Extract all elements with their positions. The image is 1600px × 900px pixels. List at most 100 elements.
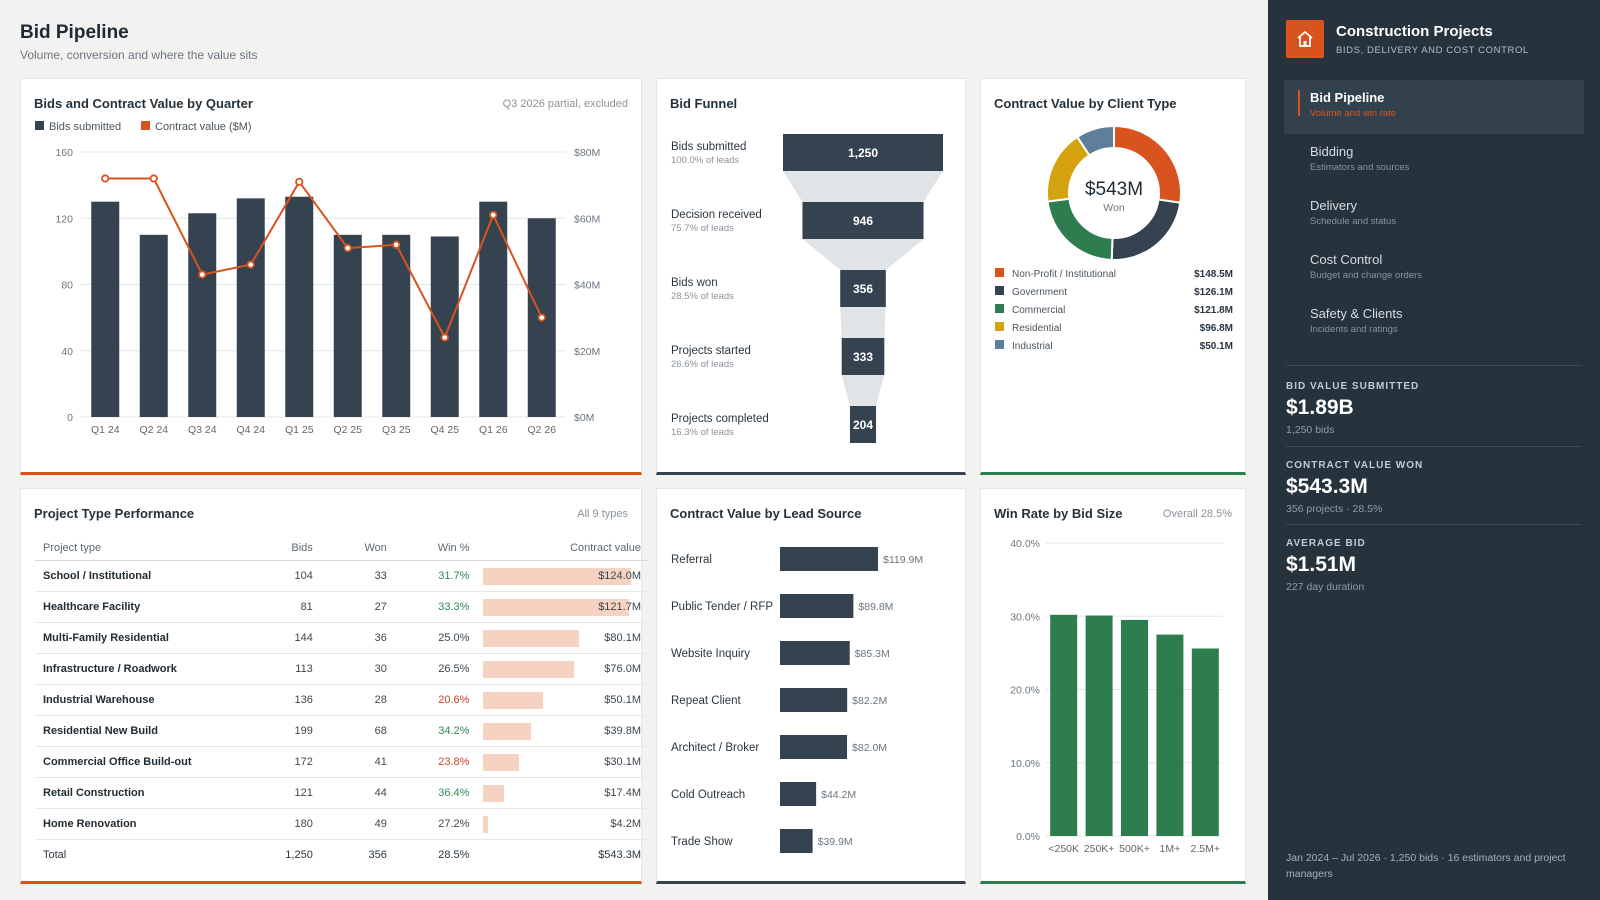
- lead-source-label: Referral: [671, 554, 712, 566]
- funnel-bar: [783, 134, 943, 171]
- table-row[interactable]: Commercial Office Build-out 172 41 23.8% $30…: [35, 746, 649, 778]
- col-contract-value[interactable]: Contract value: [477, 536, 649, 561]
- table-row[interactable]: Retail Construction 121 44 36.4% $17.4M: [35, 777, 649, 809]
- total-bids: 1,250: [246, 838, 321, 870]
- bar-bids: [91, 201, 120, 417]
- funnel-connector: [802, 239, 924, 270]
- y-tick-label: 40: [61, 346, 73, 358]
- table-row[interactable]: Industrial Warehouse 136 28 20.6% $50.1M: [35, 684, 649, 716]
- funnel-stage-label: Projects completed: [671, 413, 769, 425]
- win-rate-bar: [1050, 614, 1078, 836]
- project-type-card: Project Type Performance All 9 types Pro…: [20, 488, 649, 884]
- funnel-stage-label: Bids won: [671, 277, 718, 289]
- contract-value-label: $76.0M: [604, 662, 641, 675]
- kpi-contract-won: CONTRACT VALUE WON $543.3M 356 projects …: [1286, 460, 1582, 515]
- lead-source-value: $39.9M: [818, 836, 853, 848]
- x-tick-label: <250K: [1048, 843, 1079, 855]
- page-header: Bid Pipeline Volume, conversion and wher…: [20, 22, 257, 62]
- lead-source-bar: [780, 782, 817, 806]
- legend-swatch: [995, 268, 1004, 277]
- point-contract-value: [101, 174, 110, 183]
- col-win-pct[interactable]: Win %: [394, 536, 478, 561]
- col-project-type[interactable]: Project type: [35, 536, 247, 561]
- x-tick-label: Q1 24: [91, 424, 120, 436]
- cell-win-pct: 20.6%: [394, 684, 478, 716]
- win-rate-bar: [1191, 648, 1219, 836]
- cell-won: 33: [320, 560, 395, 592]
- cell-bids: 81: [246, 591, 321, 623]
- x-tick-label: 1M+: [1160, 843, 1181, 855]
- quarter-chart-title: Bids and Contract Value by Quarter: [34, 96, 253, 111]
- sidebar-item-cost-control[interactable]: Cost Control Budget and change orders: [1284, 242, 1584, 296]
- contract-value-bar: [483, 660, 575, 678]
- contract-value-label: $121.7M: [598, 600, 641, 613]
- funnel-pct-label: 75.7% of leads: [671, 223, 734, 234]
- nav-desc: Volume and win rate: [1310, 108, 1397, 119]
- cell-bids: 136: [246, 684, 321, 716]
- cell-contract-value: $121.7M: [477, 591, 649, 623]
- point-contract-value: [246, 260, 255, 269]
- cell-win-pct: 31.7%: [394, 560, 478, 592]
- total-value: $543.3M: [477, 838, 649, 870]
- house-icon[interactable]: [1286, 20, 1324, 58]
- contract-value-label: $80.1M: [604, 631, 641, 644]
- donut-center-value: $543M: [1085, 179, 1143, 200]
- cell-project-type: Commercial Office Build-out: [35, 746, 247, 778]
- client-type-title: Contract Value by Client Type: [994, 96, 1177, 111]
- legend-label: Residential: [1012, 323, 1061, 334]
- kpi-sub: 356 projects · 28.5%: [1286, 503, 1383, 515]
- col-won[interactable]: Won: [320, 536, 395, 561]
- table-row[interactable]: School / Institutional 104 33 31.7% $124.0M: [35, 560, 649, 592]
- lead-source-value: $119.9M: [883, 554, 923, 566]
- lead-source-label: Architect / Broker: [671, 742, 759, 754]
- sidebar-item-bidding[interactable]: Bidding Estimators and sources: [1284, 134, 1584, 188]
- nav-desc: Schedule and status: [1310, 216, 1397, 227]
- nav-desc: Incidents and ratings: [1310, 324, 1398, 335]
- table-row[interactable]: Home Renovation 180 49 27.2% $4.2M: [35, 808, 649, 840]
- funnel-value-label: 204: [853, 418, 873, 432]
- legend-value: $126.1M: [1194, 287, 1233, 298]
- cell-contract-value: $30.1M: [477, 746, 649, 778]
- y-tick-label: 40.0%: [1010, 538, 1040, 550]
- y-tick-label: 30.0%: [1010, 611, 1040, 623]
- funnel-bar: [849, 406, 877, 443]
- cell-contract-value: $4.2M: [477, 808, 649, 840]
- contract-value-bar: [483, 722, 531, 740]
- nav-label: Bid Pipeline: [1310, 90, 1385, 105]
- table-row[interactable]: Healthcare Facility 81 27 33.3% $121.7M: [35, 591, 649, 623]
- x-tick-label: Q1 26: [479, 424, 508, 436]
- sidebar-item-delivery[interactable]: Delivery Schedule and status: [1284, 188, 1584, 242]
- cell-won: 44: [320, 777, 395, 809]
- legend-swatch-bids: [35, 121, 44, 130]
- table-row[interactable]: Multi-Family Residential 144 36 25.0% $80.1M: [35, 622, 649, 654]
- table-row[interactable]: Infrastructure / Roadwork 113 30 26.5% $76.0…: [35, 653, 649, 685]
- page-subtitle: Volume, conversion and where the value s…: [20, 48, 258, 62]
- cell-bids: 199: [246, 715, 321, 747]
- cell-won: 68: [320, 715, 395, 747]
- sidebar-item-bid-pipeline[interactable]: Bid Pipeline Volume and win rate: [1284, 80, 1584, 134]
- cell-win-pct: 26.5%: [394, 653, 478, 685]
- donut-center-label: Won: [1103, 202, 1125, 214]
- sidebar-item-safety-clients[interactable]: Safety & Clients Incidents and ratings: [1284, 296, 1584, 350]
- legend-label: Industrial: [1012, 341, 1053, 352]
- sidebar-divider: [1286, 524, 1582, 525]
- brand-subtitle: BIDS, DELIVERY AND COST CONTROL: [1336, 45, 1529, 56]
- y2-tick-label: $20M: [574, 346, 600, 358]
- lead-source-title: Contract Value by Lead Source: [670, 506, 862, 521]
- col-bids[interactable]: Bids: [246, 536, 321, 561]
- y2-tick-label: $0M: [574, 412, 594, 424]
- sidebar: Construction Projects BIDS, DELIVERY AND…: [1268, 0, 1600, 900]
- kpi-label: BID VALUE SUBMITTED: [1286, 381, 1420, 392]
- contract-value-bar: [483, 629, 580, 647]
- win-rate-bar: [1121, 619, 1148, 836]
- x-tick-label: Q4 25: [430, 424, 459, 436]
- lead-source-bar: [780, 641, 850, 665]
- bar-bids: [139, 234, 168, 417]
- lead-source-bar: [780, 735, 848, 759]
- legend-label: Commercial: [1012, 305, 1065, 316]
- quarter-chart-note: Q3 2026 partial, excluded: [502, 98, 628, 110]
- table-row[interactable]: Residential New Build 199 68 34.2% $39.8M: [35, 715, 649, 747]
- cell-contract-value: $39.8M: [477, 715, 649, 747]
- x-tick-label: Q1 25: [285, 424, 314, 436]
- lead-source-value: $44.2M: [821, 789, 856, 801]
